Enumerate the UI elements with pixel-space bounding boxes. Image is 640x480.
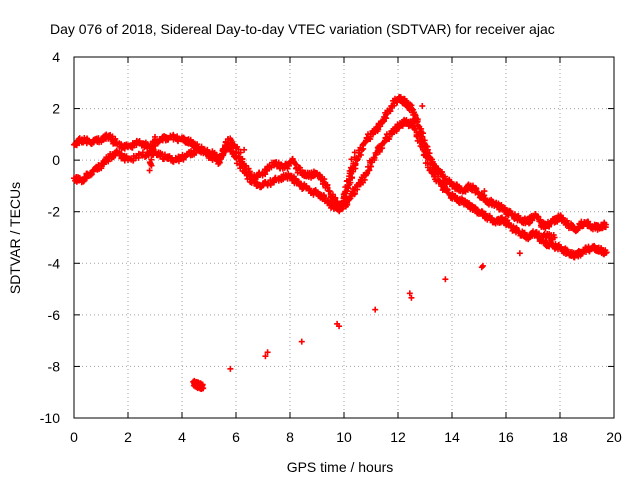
y-tick-label: -10 — [40, 410, 60, 426]
data-point — [602, 249, 609, 256]
data-point — [306, 185, 313, 192]
data-point — [357, 151, 364, 158]
y-tick-label: 4 — [52, 49, 60, 65]
data-point — [406, 290, 413, 297]
data-point — [551, 234, 558, 241]
x-tick-label: 12 — [390, 429, 406, 445]
data-point — [298, 338, 305, 345]
data-points — [71, 93, 610, 393]
data-point — [348, 156, 355, 163]
data-point — [380, 139, 387, 146]
data-point — [262, 353, 269, 360]
data-point — [343, 199, 350, 206]
data-point — [479, 262, 486, 269]
data-point — [342, 184, 349, 191]
x-tick-label: 16 — [498, 429, 514, 445]
data-point — [264, 349, 271, 356]
data-point — [347, 164, 354, 171]
data-point — [136, 138, 143, 145]
data-point — [361, 139, 368, 146]
data-point — [367, 163, 374, 170]
x-tick-label: 6 — [232, 429, 240, 445]
x-axis-label: GPS time / hours — [287, 459, 394, 475]
data-point — [227, 365, 234, 372]
data-point — [237, 149, 244, 156]
data-point — [376, 148, 383, 155]
data-point — [419, 146, 426, 153]
data-point — [150, 146, 157, 153]
data-point — [90, 168, 97, 175]
data-point — [152, 142, 159, 149]
data-point — [343, 177, 350, 184]
data-point — [219, 151, 226, 158]
x-tick-label: 18 — [552, 429, 568, 445]
data-point — [349, 174, 356, 181]
data-point — [291, 160, 298, 167]
data-point — [516, 250, 523, 257]
data-point — [336, 323, 343, 330]
x-tick-label: 14 — [444, 429, 460, 445]
data-point — [361, 176, 368, 183]
data-point — [324, 184, 331, 191]
data-point — [321, 176, 328, 183]
data-point — [199, 382, 206, 389]
y-tick-label: -2 — [48, 204, 61, 220]
x-tick-label: 20 — [606, 429, 622, 445]
data-point — [346, 167, 353, 174]
data-point — [380, 118, 387, 125]
x-tick-label: 8 — [286, 429, 294, 445]
data-point — [241, 146, 248, 153]
y-tick-label: -8 — [48, 358, 61, 374]
data-point — [366, 167, 373, 174]
data-point — [152, 133, 158, 140]
data-point — [238, 163, 245, 170]
y-tick-label: 2 — [52, 101, 60, 117]
data-point — [347, 179, 354, 186]
data-point — [372, 306, 379, 313]
y-tick-label: -4 — [48, 255, 61, 271]
data-point — [121, 145, 128, 152]
data-point — [408, 294, 415, 301]
data-point — [350, 160, 357, 167]
data-point — [525, 220, 532, 227]
data-point — [351, 149, 358, 156]
data-point — [241, 168, 248, 175]
data-point — [325, 187, 332, 194]
data-point — [442, 276, 449, 283]
data-point — [377, 123, 384, 130]
x-tick-label: 4 — [178, 429, 186, 445]
plot-frame — [73, 56, 615, 419]
data-point — [146, 167, 153, 174]
data-point — [148, 156, 155, 163]
data-point — [341, 190, 348, 197]
data-point — [150, 151, 157, 158]
data-point — [411, 126, 418, 133]
y-tick-label: -6 — [48, 307, 61, 323]
data-point — [161, 151, 168, 158]
y-axis-label: SDTVAR / TECUs — [7, 182, 23, 294]
x-tick-label: 10 — [336, 429, 352, 445]
data-point — [481, 188, 488, 195]
chart-title: Day 076 of 2018, Sidereal Day-to-day VTE… — [50, 21, 555, 37]
data-point — [454, 195, 461, 202]
grid-lines — [74, 57, 614, 418]
axis-ticks: 0 2 4 6 8 10 12 14 16 18 20 -10 -8 -6 -4 -2 0 2 4 — [40, 49, 622, 445]
x-tick-label: 2 — [124, 429, 132, 445]
x-tick-label: 0 — [70, 429, 78, 445]
data-point — [419, 102, 426, 109]
y-tick-label: 0 — [52, 152, 60, 168]
data-point — [602, 221, 609, 228]
